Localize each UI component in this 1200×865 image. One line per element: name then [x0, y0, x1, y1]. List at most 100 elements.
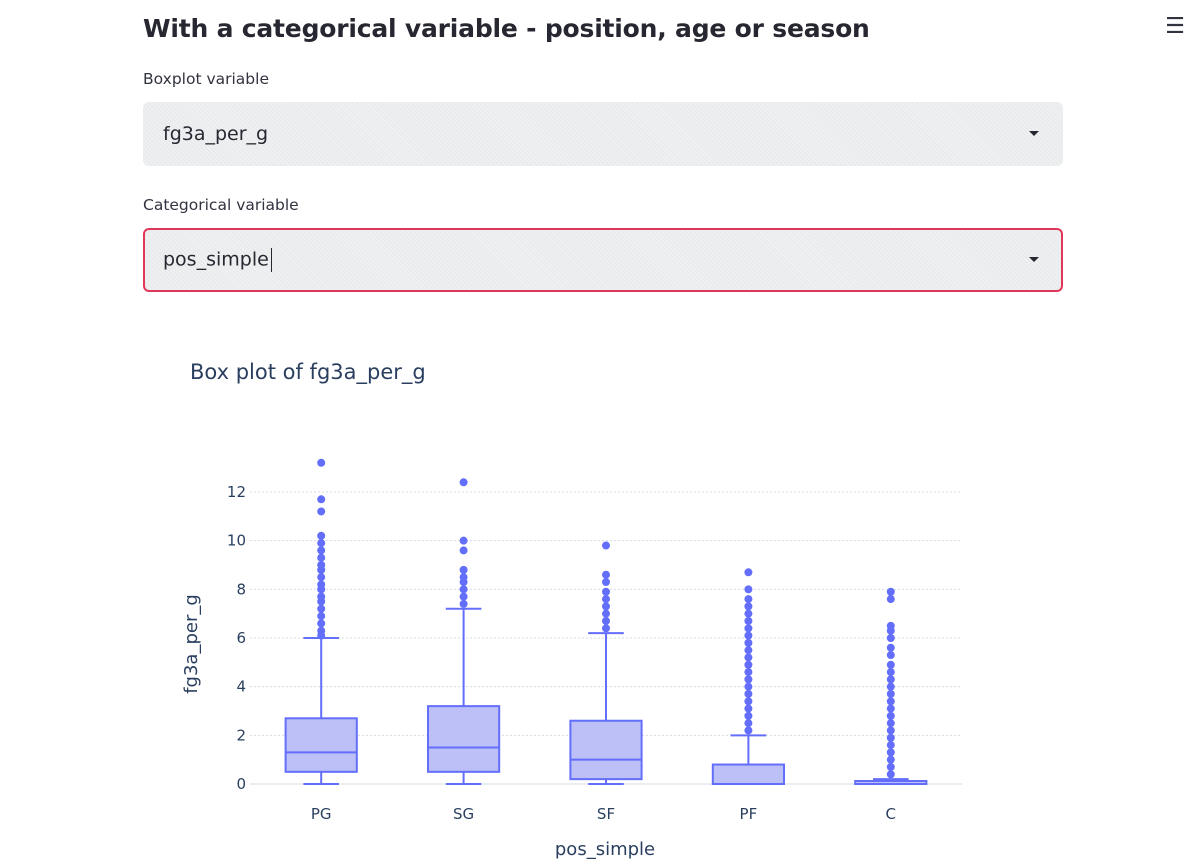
x-tick-label: PG — [311, 805, 332, 823]
outlier-point — [317, 604, 326, 613]
outlier-point — [602, 602, 610, 611]
categorical-variable-label: Categorical variable — [143, 196, 299, 214]
hamburger-menu-icon[interactable]: ☰ — [1165, 13, 1185, 39]
outlier-point — [602, 609, 610, 618]
outlier-point — [317, 561, 326, 569]
y-axis-title: fg3a_per_g — [181, 594, 202, 694]
outlier-point — [317, 507, 326, 516]
outlier-point — [317, 592, 326, 601]
outlier-point — [459, 585, 468, 594]
outlier-point — [886, 660, 895, 669]
box-pg — [284, 458, 358, 785]
y-tick-label: 8 — [236, 580, 246, 598]
outlier-point — [744, 585, 753, 594]
outlier-point — [886, 621, 895, 630]
outlier-point — [886, 675, 895, 684]
categorical-variable-select[interactable]: pos_simple — [143, 228, 1063, 292]
outlier-point — [744, 660, 753, 669]
iqr-box — [284, 717, 358, 773]
outlier-point — [317, 495, 326, 504]
y-tick-label: 0 — [236, 775, 246, 793]
outlier-point — [744, 711, 753, 720]
x-tick-label: SF — [597, 805, 615, 823]
categorical-variable-text: pos_simple — [163, 248, 269, 271]
iqr-box — [427, 705, 501, 773]
outlier-point — [317, 553, 326, 562]
iqr-box — [711, 763, 785, 785]
outlier-point — [744, 638, 753, 647]
text-cursor — [270, 248, 272, 272]
outlier-point — [886, 651, 895, 660]
box-plot-chart: Box plot of fg3a_per_g 0 2 4 6 8 10 12 PG SG SF PF… — [181, 360, 962, 860]
outlier-point — [886, 755, 895, 764]
outlier-point — [459, 478, 468, 487]
x-axis-title: pos_simple — [555, 839, 655, 860]
outlier-point — [886, 726, 895, 735]
outlier-point — [602, 541, 610, 550]
outlier-point — [886, 682, 895, 691]
y-tick-label: 2 — [236, 726, 246, 744]
outlier-point — [886, 719, 895, 728]
box-c — [854, 587, 928, 785]
outlier-point — [886, 697, 895, 706]
outlier-point — [317, 546, 326, 555]
outlier-point — [886, 643, 895, 652]
outlier-point — [317, 539, 326, 548]
y-tick-label: 12 — [227, 483, 246, 501]
outlier-point — [317, 619, 326, 628]
outlier-point — [886, 741, 895, 750]
outlier-point — [602, 616, 610, 625]
boxplot-variable-value: fg3a_per_g — [163, 123, 269, 145]
outlier-point — [459, 546, 468, 555]
outlier-point — [886, 668, 895, 677]
outlier-point — [602, 587, 610, 596]
outlier-point — [886, 770, 895, 779]
outlier-point — [744, 653, 753, 662]
outlier-point — [317, 612, 326, 621]
outlier-point — [744, 602, 753, 611]
categorical-variable-value[interactable]: pos_simple — [163, 248, 272, 272]
outlier-point — [459, 565, 468, 574]
tick-labels: 0 2 4 6 8 10 12 PG SG SF PF C — [227, 483, 896, 823]
chevron-down-icon[interactable] — [1029, 131, 1039, 136]
outlier-point — [886, 634, 895, 642]
outlier-point — [602, 578, 610, 587]
outlier-point — [744, 682, 753, 691]
x-tick-label: PF — [740, 805, 758, 823]
outlier-point — [744, 568, 753, 577]
outlier-point — [744, 631, 753, 640]
outlier-point — [886, 587, 895, 596]
chevron-down-icon[interactable] — [1029, 257, 1039, 262]
outlier-point — [744, 646, 753, 655]
y-tick-label: 6 — [236, 629, 246, 647]
outlier-point — [744, 624, 753, 633]
outlier-point — [744, 668, 753, 677]
outlier-point — [886, 704, 895, 713]
x-tick-label: SG — [453, 805, 474, 823]
iqr-box — [569, 719, 643, 781]
outlier-point — [459, 592, 468, 601]
box-sg — [427, 478, 501, 785]
outlier-point — [744, 704, 753, 713]
outlier-point — [886, 762, 895, 771]
outlier-point — [744, 697, 753, 706]
page-heading: With a categorical variable - position, … — [143, 14, 870, 43]
outlier-point — [744, 616, 753, 625]
outlier-point — [459, 599, 468, 608]
outlier-point — [602, 595, 610, 604]
outlier-point — [317, 573, 326, 582]
box-sf — [569, 541, 643, 785]
outlier-point — [886, 748, 895, 757]
outlier-point — [886, 733, 895, 742]
outlier-point — [602, 624, 610, 633]
outlier-point — [886, 689, 895, 698]
outlier-point — [744, 595, 753, 604]
boxplot-variable-select[interactable]: fg3a_per_g — [143, 102, 1063, 166]
chart-title: Box plot of fg3a_per_g — [190, 360, 426, 385]
outlier-point — [886, 711, 895, 720]
x-tick-label: C — [886, 805, 896, 823]
outlier-point — [744, 609, 753, 618]
outlier-point — [744, 675, 753, 684]
outlier-point — [317, 580, 326, 589]
outlier-point — [317, 626, 326, 635]
